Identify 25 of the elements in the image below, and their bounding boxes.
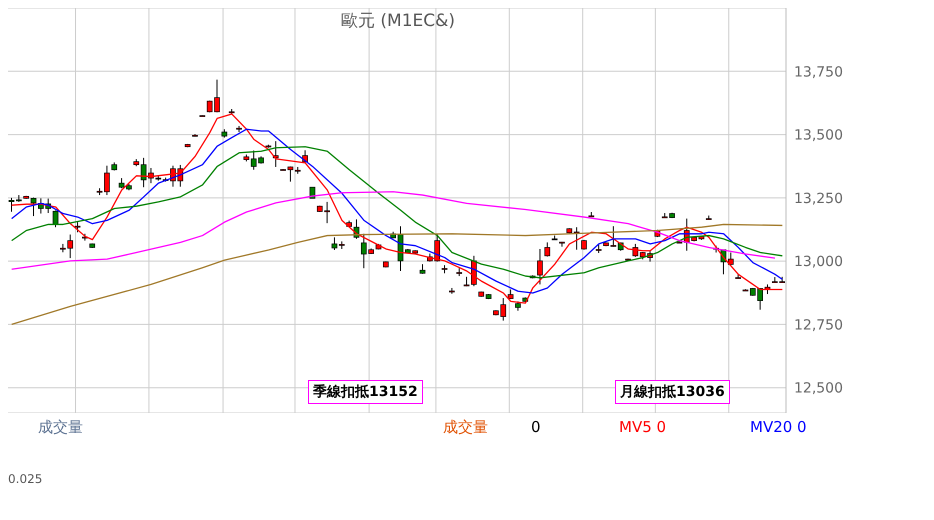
y-tick-label: 13,500 bbox=[794, 128, 843, 144]
y-tick-label: 13,000 bbox=[794, 254, 843, 270]
candlestick bbox=[67, 234, 74, 259]
line-series bbox=[11, 146, 783, 278]
candlestick bbox=[420, 264, 426, 274]
text: 0 bbox=[531, 418, 541, 436]
y-tick-label: 12,500 bbox=[794, 380, 843, 397]
candlestick bbox=[360, 233, 367, 269]
text: 成交量 bbox=[38, 418, 83, 437]
candlestick bbox=[537, 248, 543, 285]
line-series bbox=[11, 191, 776, 270]
annotation: 月線扣抵13036 bbox=[615, 380, 730, 404]
candlestick bbox=[544, 242, 550, 258]
text: 成交量 bbox=[443, 418, 488, 437]
line-series bbox=[11, 224, 783, 326]
text: MV20 0 bbox=[750, 418, 807, 436]
chart-title: 歐元 (M1EC&) bbox=[340, 11, 456, 31]
y-tick-label: 13,750 bbox=[794, 64, 843, 80]
y-tick-label: 12,750 bbox=[794, 317, 843, 334]
annotation: 季線扣抵13152 bbox=[308, 380, 423, 404]
candlestick bbox=[118, 178, 124, 189]
y-tick-label: 13,250 bbox=[794, 190, 843, 207]
candlestick bbox=[52, 210, 58, 228]
text: 0.025 bbox=[8, 472, 42, 486]
text: MV5 0 bbox=[619, 418, 666, 436]
